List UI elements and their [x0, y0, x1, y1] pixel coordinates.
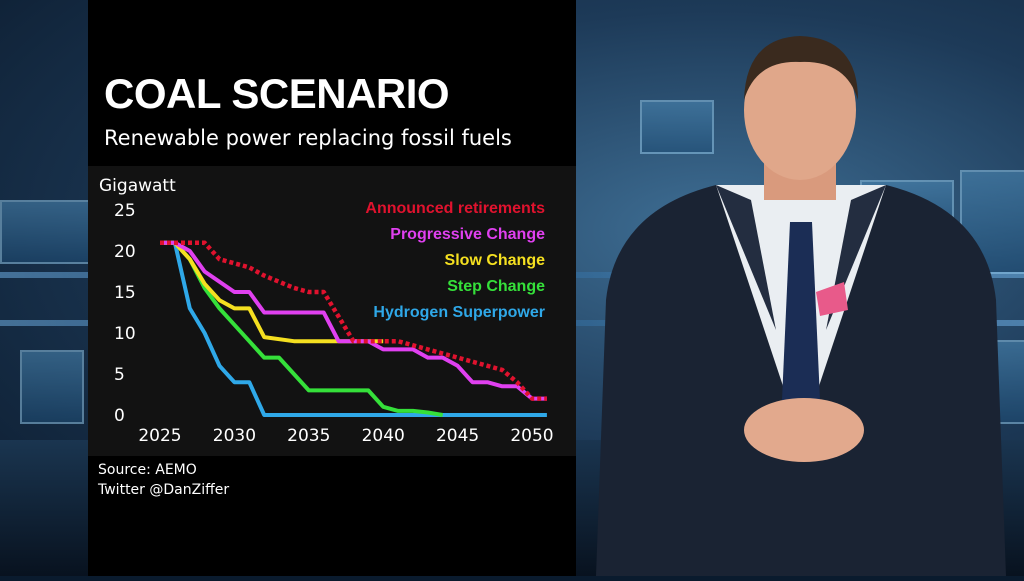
legend-item-announced-retirements: Announced retirements — [365, 200, 545, 217]
series-line-announced-retirements — [160, 240, 547, 401]
series-line-hydrogen-superpower — [160, 240, 547, 417]
studio-screen — [20, 350, 84, 424]
legend-item-slow-change: Slow Change — [445, 252, 546, 269]
x-tick-label: 2040 — [362, 426, 405, 446]
pocket-square — [816, 282, 848, 316]
y-tick-label: 5 — [114, 365, 125, 385]
y-tick-label: 25 — [114, 201, 136, 221]
plot-area — [88, 166, 576, 456]
y-tick-label: 10 — [114, 324, 136, 344]
y-axis-label: Gigawatt — [99, 176, 176, 196]
y-tick-label: 20 — [114, 242, 136, 262]
y-axis-ticks: 0 5 10 15 20 25 — [114, 201, 136, 426]
chart-subtitle: Renewable power replacing fossil fuels — [104, 126, 512, 150]
presenter-image — [576, 0, 1024, 576]
graphic-panel: COAL SCENARIO Renewable power replacing … — [88, 0, 576, 576]
series-line-step-change — [160, 240, 444, 417]
series-line-progressive-change — [160, 240, 547, 401]
chart-title: COAL SCENARIO — [104, 70, 450, 117]
x-axis-ticks: 2025 2030 2035 2040 2045 2050 — [138, 426, 553, 446]
legend-item-hydrogen-superpower: Hydrogen Superpower — [373, 304, 545, 321]
presenter-head — [744, 40, 856, 180]
x-tick-label: 2030 — [213, 426, 256, 446]
presenter-hair — [744, 36, 858, 100]
presenter-tie — [782, 222, 820, 430]
studio-screen — [640, 100, 714, 154]
x-tick-label: 2050 — [510, 426, 553, 446]
studio-screen — [0, 200, 90, 264]
y-tick-label: 0 — [114, 406, 125, 426]
presenter-hands — [744, 398, 864, 462]
legend-item-progressive-change: Progressive Change — [390, 226, 545, 243]
series-lines — [160, 240, 547, 417]
source-label: Source: AEMO — [98, 462, 197, 478]
y-tick-label: 15 — [114, 283, 136, 303]
legend: Announced retirements Progressive Change S… — [365, 200, 545, 321]
x-tick-label: 2045 — [436, 426, 479, 446]
twitter-handle: Twitter @DanZiffer — [98, 482, 230, 498]
x-tick-label: 2035 — [287, 426, 330, 446]
x-tick-label: 2025 — [138, 426, 181, 446]
legend-item-step-change: Step Change — [447, 278, 545, 295]
presenter-figure — [596, 36, 1006, 576]
presenter-lapel — [716, 185, 776, 330]
